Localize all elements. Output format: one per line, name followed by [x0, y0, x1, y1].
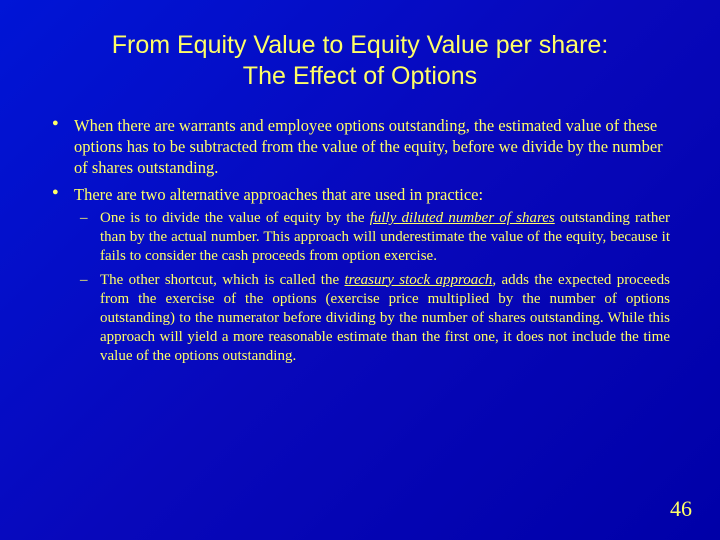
- slide: From Equity Value to Equity Value per sh…: [0, 0, 720, 540]
- title-line-1: From Equity Value to Equity Value per sh…: [112, 31, 609, 59]
- title-line-2: The Effect of Options: [243, 62, 477, 90]
- emphasis-fully-diluted: fully diluted number of shares: [370, 210, 555, 226]
- page-number: 46: [670, 496, 692, 522]
- sub-item: One is to divide the value of equity by …: [74, 209, 670, 267]
- sub-item: The other shortcut, which is called the …: [74, 271, 670, 367]
- emphasis-treasury-stock: treasury stock approach: [345, 272, 493, 288]
- bullet-text: There are two alternative approaches tha…: [74, 185, 483, 204]
- sub-list: One is to divide the value of equity by …: [74, 209, 670, 367]
- bullet-item: When there are warrants and employee opt…: [50, 115, 670, 178]
- bullet-list: When there are warrants and employee opt…: [50, 115, 670, 367]
- bullet-item: There are two alternative approaches tha…: [50, 184, 670, 367]
- sub-text-pre: The other shortcut, which is called the: [100, 272, 345, 288]
- bullet-text: When there are warrants and employee opt…: [74, 116, 663, 177]
- sub-text-pre: One is to divide the value of equity by …: [100, 210, 370, 226]
- slide-title: From Equity Value to Equity Value per sh…: [50, 30, 670, 93]
